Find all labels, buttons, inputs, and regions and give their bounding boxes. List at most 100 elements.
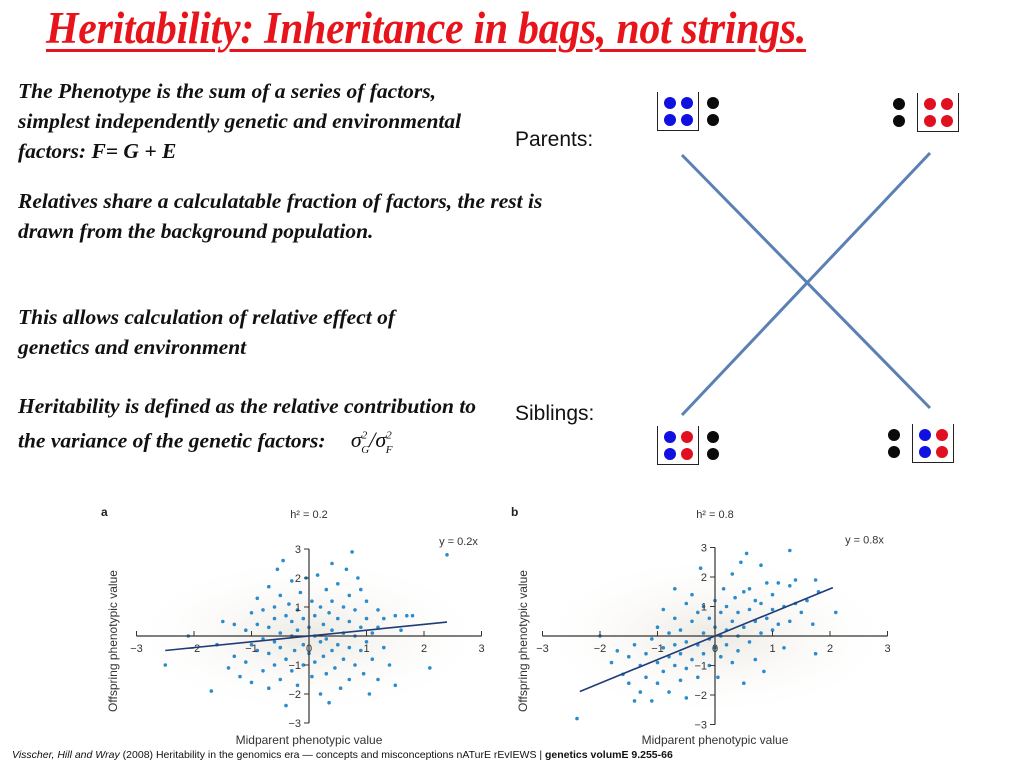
data-point bbox=[684, 640, 689, 644]
data-point bbox=[690, 657, 694, 662]
x-tick-label: 3 bbox=[478, 643, 484, 655]
data-point bbox=[609, 660, 614, 665]
x-tick-label: −1 bbox=[651, 643, 664, 655]
x-tick-label: −3 bbox=[536, 643, 549, 655]
cross-line-right-to-left bbox=[680, 151, 932, 417]
data-point bbox=[370, 631, 375, 635]
data-point bbox=[341, 605, 346, 609]
sup-g: 2 bbox=[361, 430, 368, 442]
data-point bbox=[776, 622, 781, 626]
blue-factor-dot bbox=[681, 114, 693, 126]
scatter-chart-a: a h² = 0.2 y = 0.2x −3 −2 −1 0 1 2 3 3 2 1 −1 −2 −3 Midp… bbox=[101, 505, 493, 747]
data-point bbox=[678, 678, 683, 683]
parents-label: Parents: bbox=[515, 128, 594, 151]
data-point bbox=[356, 576, 360, 580]
data-point bbox=[163, 663, 168, 667]
chart-title: h² = 0.2 bbox=[290, 509, 328, 521]
data-point bbox=[788, 548, 792, 553]
paragraph-calculation: This allows calculation of relative effe… bbox=[18, 305, 395, 359]
y-tick-label: −1 bbox=[694, 661, 707, 673]
environment-factor-dot bbox=[707, 97, 719, 109]
bag-icon bbox=[657, 426, 699, 465]
y-tick-label: −3 bbox=[288, 718, 301, 730]
data-point bbox=[353, 663, 357, 667]
data-point bbox=[627, 654, 631, 659]
data-point bbox=[661, 607, 666, 612]
bag-icon bbox=[657, 92, 699, 131]
data-point bbox=[267, 651, 271, 656]
data-point bbox=[650, 699, 654, 703]
data-point bbox=[281, 558, 285, 563]
data-point bbox=[382, 616, 386, 621]
data-point bbox=[673, 643, 677, 647]
data-point bbox=[364, 640, 369, 644]
red-factor-dot bbox=[681, 448, 693, 460]
citation-year: (2008) bbox=[119, 749, 156, 761]
data-point bbox=[284, 703, 288, 708]
data-point bbox=[249, 642, 254, 647]
data-point bbox=[347, 677, 352, 682]
environment-factor-dot bbox=[893, 115, 905, 127]
data-point bbox=[445, 553, 449, 557]
data-point bbox=[744, 551, 749, 556]
slide-title: Heritability: Inheritance in bags, not s… bbox=[46, 3, 807, 53]
data-point bbox=[272, 663, 277, 667]
data-point bbox=[267, 625, 271, 630]
data-point bbox=[782, 646, 786, 650]
cross-line-left-to-right bbox=[680, 153, 932, 410]
data-point bbox=[318, 640, 323, 644]
data-point bbox=[261, 608, 265, 612]
data-point bbox=[310, 674, 314, 679]
data-point bbox=[701, 604, 706, 609]
data-point bbox=[638, 690, 643, 694]
data-point bbox=[788, 619, 792, 624]
sup-f: 2 bbox=[386, 430, 392, 442]
paragraph-heritability: Heritability is defined as the relative … bbox=[18, 391, 488, 465]
data-point bbox=[730, 572, 735, 576]
data-point bbox=[690, 619, 694, 624]
data-point bbox=[292, 648, 297, 653]
data-point bbox=[249, 611, 254, 615]
data-point bbox=[799, 610, 804, 615]
data-point bbox=[232, 622, 237, 627]
y-axis-label: Offspring phenotypic value bbox=[106, 570, 120, 712]
data-point bbox=[747, 640, 752, 644]
fit-equation: y = 0.2x bbox=[439, 536, 478, 548]
data-point bbox=[324, 587, 329, 592]
data-point bbox=[275, 567, 280, 572]
x-tick-label: 2 bbox=[827, 643, 833, 655]
x-tick-label: 0 bbox=[306, 643, 312, 655]
data-point bbox=[290, 669, 294, 673]
y-tick-label: 3 bbox=[295, 544, 301, 556]
data-point bbox=[632, 643, 637, 647]
data-point bbox=[776, 581, 781, 585]
data-point bbox=[736, 649, 740, 653]
data-point bbox=[410, 613, 415, 618]
y-tick-label: −2 bbox=[288, 689, 301, 701]
data-point bbox=[684, 696, 689, 700]
data-point bbox=[318, 605, 323, 609]
data-point bbox=[655, 625, 660, 629]
red-factor-dot bbox=[936, 446, 948, 458]
y-tick-label: −2 bbox=[694, 690, 707, 702]
data-point bbox=[232, 654, 237, 659]
data-point bbox=[753, 657, 758, 662]
blue-factor-dot bbox=[664, 97, 676, 109]
data-point bbox=[747, 607, 752, 612]
data-point bbox=[298, 590, 303, 595]
citation: Visscher, Hill and Wray (2008) Heritabil… bbox=[12, 749, 673, 761]
data-point bbox=[707, 663, 712, 668]
blue-factor-dot bbox=[664, 114, 676, 126]
panel-letter: b bbox=[511, 505, 518, 519]
siblings-label: Siblings: bbox=[515, 402, 595, 425]
data-point bbox=[730, 660, 735, 665]
data-point bbox=[739, 560, 743, 565]
x-tick-label: 0 bbox=[712, 643, 718, 655]
data-point bbox=[290, 579, 294, 583]
data-point bbox=[249, 680, 254, 685]
data-point bbox=[330, 648, 334, 653]
panel-letter: a bbox=[101, 505, 108, 519]
data-point bbox=[301, 642, 306, 647]
data-point bbox=[724, 643, 729, 647]
